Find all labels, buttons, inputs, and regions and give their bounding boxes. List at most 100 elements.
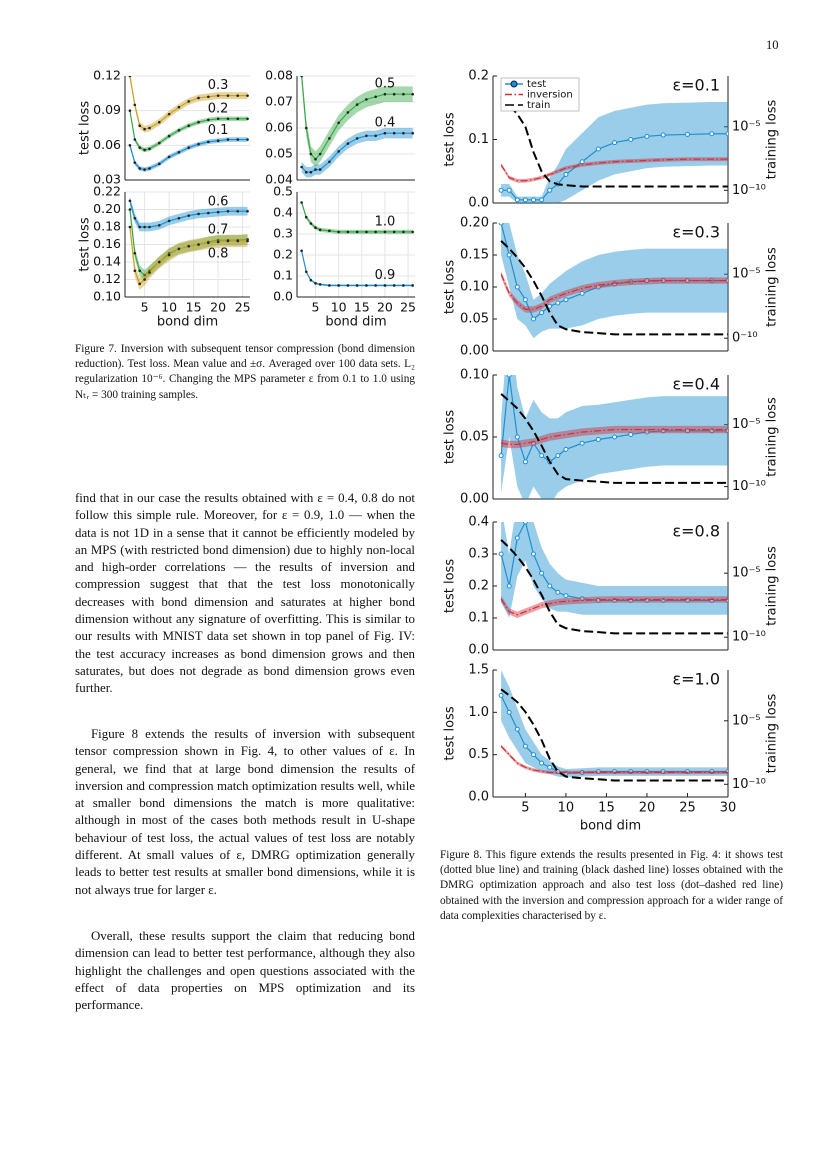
data-point — [383, 230, 387, 234]
data-point — [187, 100, 191, 103]
data-point — [138, 167, 142, 170]
data-point — [346, 284, 350, 287]
y-tick-label: 0.0 — [468, 790, 489, 805]
data-point — [133, 138, 137, 141]
legend-marker — [510, 80, 518, 88]
data-point — [392, 230, 396, 234]
annotation: ε=0.3 — [673, 223, 721, 242]
y-tick-label: 0.2 — [468, 579, 489, 594]
data-point — [355, 103, 359, 106]
y-tick-label: 0.0 — [468, 196, 489, 211]
data-point — [216, 94, 220, 97]
x-tick-label: 5 — [141, 300, 149, 315]
data-point — [531, 551, 537, 557]
data-point — [300, 165, 303, 169]
data-point — [392, 284, 396, 287]
series-line — [501, 428, 728, 446]
data-point — [143, 278, 146, 281]
data-point — [411, 92, 414, 96]
data-point — [167, 155, 171, 159]
y-tick-label: 0.03 — [93, 172, 121, 187]
data-point — [133, 103, 137, 107]
y2-tick-label: 10⁻⁵ — [732, 566, 761, 581]
data-point — [522, 297, 528, 303]
data-point — [539, 570, 545, 576]
data-point — [187, 244, 191, 248]
y-axis-label: test loss — [443, 260, 458, 314]
data-point — [148, 147, 151, 151]
x-tick-label: 20 — [210, 300, 226, 315]
data-point — [148, 126, 151, 130]
error-band — [501, 744, 728, 775]
data-point — [612, 434, 618, 440]
y-tick-label: 1.0 — [468, 705, 489, 720]
data-point — [216, 240, 220, 244]
data-point — [531, 316, 537, 322]
data-point — [128, 109, 132, 112]
data-point — [579, 290, 585, 296]
data-point — [547, 583, 553, 589]
series-line — [301, 250, 413, 287]
data-point — [514, 284, 520, 290]
series-label: 0.4 — [375, 116, 396, 131]
data-point — [328, 137, 331, 140]
y-tick-label: 0.22 — [93, 184, 121, 199]
y-tick-label: 0.1 — [468, 132, 489, 147]
figure-caption: Figure 8. This figure extends the result… — [440, 849, 783, 922]
y-tick-label: 0.5 — [468, 747, 489, 762]
data-point — [318, 168, 322, 171]
data-point — [318, 283, 322, 286]
data-point — [226, 117, 230, 121]
data-point — [207, 140, 210, 144]
data-point — [158, 120, 161, 124]
x-tick-label: 5 — [312, 300, 320, 315]
data-point — [337, 284, 340, 287]
data-point — [197, 96, 200, 100]
data-point — [158, 162, 161, 166]
series-line — [500, 522, 728, 601]
data-point — [555, 453, 561, 459]
data-point — [138, 146, 142, 149]
y-tick-label: 0.16 — [93, 236, 121, 251]
data-point — [365, 134, 368, 138]
plot-area — [498, 95, 728, 203]
data-point — [563, 171, 569, 177]
data-point — [547, 764, 553, 770]
data-point — [207, 211, 210, 215]
data-point — [143, 127, 146, 131]
x-tick-label: 20 — [639, 801, 656, 816]
series-line — [500, 158, 728, 182]
data-point — [187, 124, 191, 127]
y-tick-label: 0.08 — [265, 68, 293, 83]
y-tick-label: 0.4 — [468, 515, 489, 530]
data-point — [187, 146, 191, 149]
y-tick-label: 0.1 — [273, 268, 293, 283]
data-point — [177, 150, 181, 154]
data-point — [148, 225, 151, 229]
data-point — [411, 284, 414, 287]
error-band — [301, 76, 413, 167]
data-point — [563, 593, 569, 599]
x-tick-label: 10 — [331, 300, 347, 315]
data-point — [304, 215, 308, 219]
data-point — [392, 92, 396, 96]
x-tick-label: 10 — [558, 801, 575, 816]
data-point — [226, 138, 230, 141]
y2-axis-label: training loss — [765, 693, 780, 773]
y-tick-label: 0.05 — [265, 146, 293, 161]
data-point — [246, 239, 249, 243]
error-band — [501, 595, 728, 618]
data-point — [128, 144, 132, 147]
data-point — [506, 375, 512, 378]
data-point — [660, 278, 666, 284]
plot-area — [128, 196, 249, 290]
y-tick-label: 0.06 — [93, 137, 121, 152]
data-point — [128, 225, 132, 229]
y-tick-label: 0.04 — [265, 172, 293, 187]
data-point — [402, 284, 405, 287]
data-point — [346, 142, 350, 145]
y2-tick-label: 10⁻⁵ — [732, 713, 761, 728]
data-point — [579, 159, 585, 165]
data-point — [365, 284, 368, 287]
